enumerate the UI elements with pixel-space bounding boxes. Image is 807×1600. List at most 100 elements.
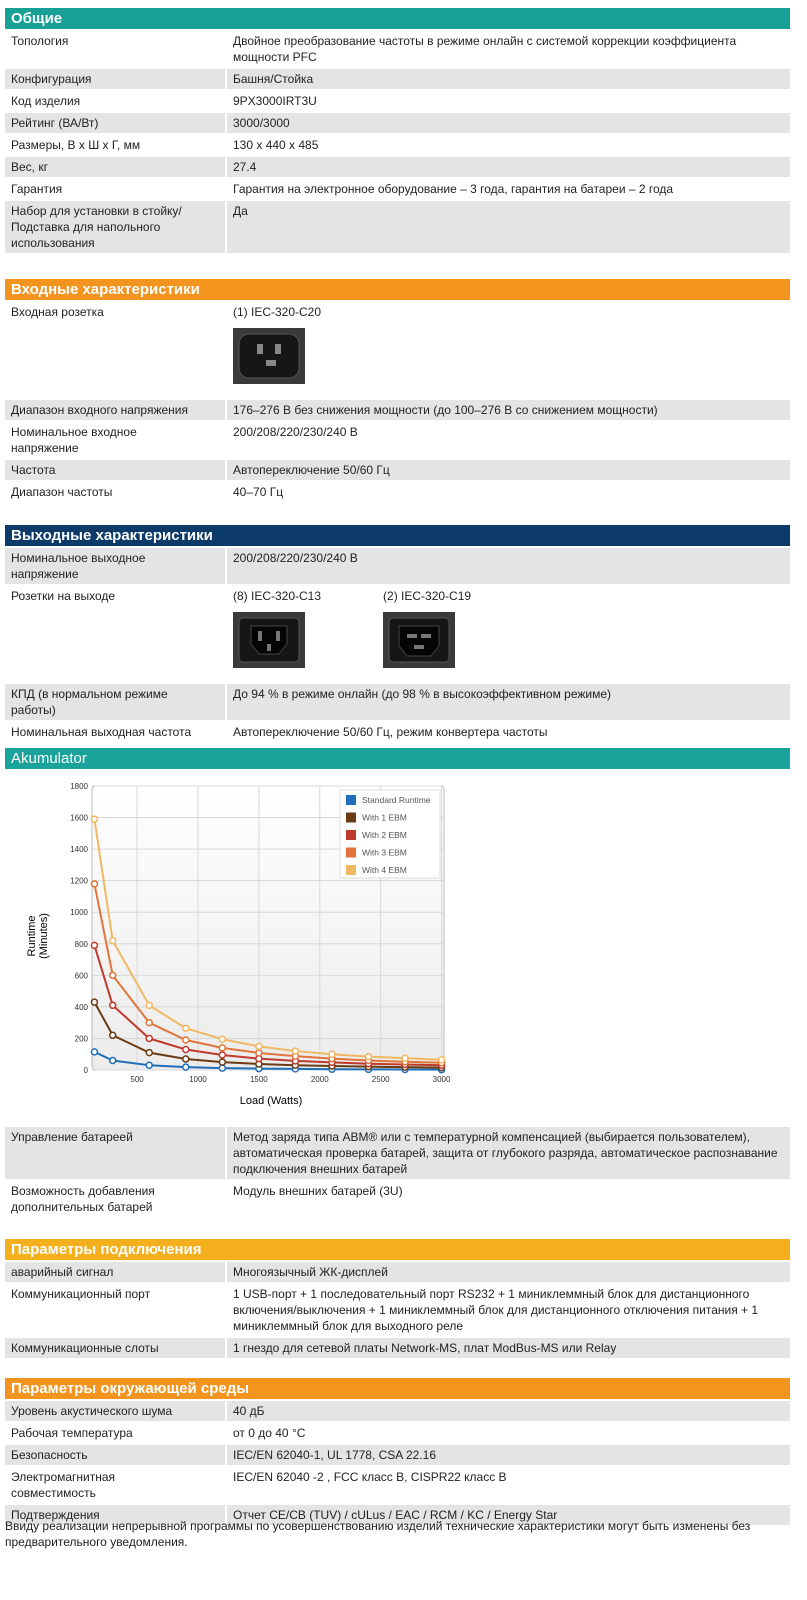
spec-label: Частота bbox=[5, 460, 225, 480]
y-tick-label: 800 bbox=[75, 940, 89, 949]
spec-value: 176–276 В без снижения мощности (до 100–… bbox=[227, 400, 790, 420]
legend-swatch bbox=[346, 847, 356, 858]
data-point bbox=[218, 1064, 227, 1072]
data-point bbox=[182, 1063, 190, 1071]
slot bbox=[421, 634, 432, 638]
y-axis-label: (Minutes) bbox=[38, 913, 50, 959]
data-point bbox=[218, 1058, 227, 1066]
spec-value: Башня/Стойка bbox=[227, 69, 790, 89]
slot bbox=[407, 634, 418, 638]
spec-row: Частота Автопереключение 50/60 Гц bbox=[5, 460, 790, 480]
pin bbox=[266, 360, 276, 366]
spec-value: Метод заряда типа ABM® или с температурн… bbox=[227, 1127, 790, 1179]
data-point bbox=[218, 1051, 227, 1059]
connector-image bbox=[233, 612, 305, 668]
x-tick-label: 1000 bbox=[189, 1075, 207, 1084]
spec-label: Коммуникационные слоты bbox=[5, 1338, 225, 1358]
data-point bbox=[108, 1031, 117, 1040]
connector-image bbox=[233, 328, 305, 384]
outlet-label: (2) IEC-320-C19 bbox=[383, 589, 472, 603]
spec-value: 40–70 Гц bbox=[233, 485, 284, 499]
data-point bbox=[108, 1056, 117, 1065]
spec-value: Отчет CE/CB (TUV) / cULus / EAC / RCM / … bbox=[227, 1505, 790, 1525]
section-title: Выходные характеристики bbox=[5, 525, 790, 546]
x-tick-label: 500 bbox=[130, 1075, 144, 1084]
spec-row: Номинальная выходная частота Автопереключ… bbox=[5, 722, 790, 742]
y-tick-label: 1000 bbox=[70, 908, 88, 917]
spec-label: Размеры, В x Ш x Г, мм bbox=[11, 138, 141, 152]
spec-label: Розетки на выходе bbox=[11, 589, 116, 603]
spec-label: Коммуникационный порт bbox=[11, 1287, 151, 1301]
spec-value: IEC/EN 62040-1, UL 1778, CSA 22.16 bbox=[227, 1445, 790, 1465]
spec-value: IEC/EN 62040 -2 , FCC класс B, CISPR22 к… bbox=[233, 1470, 507, 1484]
spec-row: Рейтинг (ВА/Вт) 3000/3000 bbox=[5, 113, 790, 133]
document: Общие Топология Двойное преобразование час… bbox=[5, 0, 790, 1525]
spec-label: Конфигурация bbox=[5, 69, 225, 89]
spec-label: Диапазон входного напряжения bbox=[5, 400, 225, 420]
x-tick-label: 2500 bbox=[372, 1075, 390, 1084]
data-point bbox=[90, 998, 99, 1006]
y-tick-label: 1800 bbox=[70, 782, 88, 791]
data-point bbox=[145, 1001, 153, 1010]
spec-value: 27.4 bbox=[227, 157, 790, 177]
spec-label: Номинальное выходное напряжение bbox=[5, 548, 225, 584]
spec-label: Гарантия bbox=[11, 182, 63, 196]
spec-value: 200/208/220/230/240 В bbox=[233, 425, 358, 439]
connector-image bbox=[383, 612, 456, 668]
spec-row: Уровень акустического шума 40 дБ bbox=[5, 1401, 790, 1421]
outlet: (8) IEC-320-C13 bbox=[233, 588, 321, 680]
spec-row: Код изделия 9PX3000IRT3U bbox=[5, 91, 790, 111]
y-tick-label: 0 bbox=[84, 1066, 89, 1075]
spec-row: Входная розетка (1) IEC-320-C20 bbox=[5, 302, 790, 398]
y-tick-label: 200 bbox=[75, 1034, 89, 1043]
spec-label: Код изделия bbox=[11, 94, 81, 108]
data-point bbox=[401, 1054, 409, 1062]
spec-value: 9PX3000IRT3U bbox=[233, 94, 317, 108]
section-title: Akumulator bbox=[5, 748, 790, 769]
y-axis-label: Runtime bbox=[26, 916, 38, 957]
spec-row: Номинальное выходное напряжение 200/208/2… bbox=[5, 548, 790, 584]
spec-row: Диапазон входного напряжения 176–276 В бе… bbox=[5, 400, 790, 420]
legend-swatch bbox=[346, 830, 356, 840]
y-tick-label: 1200 bbox=[70, 877, 88, 886]
y-tick-label: 1600 bbox=[70, 814, 88, 823]
spec-row: Управление батареей Метод заряда типа ABM… bbox=[5, 1127, 790, 1179]
outlet-list: (8) IEC-320-C13 (2) IEC-320-C19 bbox=[227, 586, 790, 682]
data-point bbox=[437, 1055, 446, 1064]
spec-label: Номинальное входное напряжение bbox=[11, 425, 137, 455]
spec-label: Номинальная выходная частота bbox=[11, 725, 192, 739]
pin bbox=[275, 344, 281, 354]
x-axis-label: Load (Watts) bbox=[240, 1095, 303, 1107]
slot bbox=[276, 631, 280, 641]
spec-value: 3000/3000 bbox=[227, 113, 790, 133]
x-tick-label: 2000 bbox=[311, 1075, 329, 1084]
spec-row: Розетки на выходе (8) IEC-320-C13 (2) IEC-… bbox=[5, 586, 790, 682]
data-point bbox=[255, 1049, 263, 1057]
section: Входные характеристики Входная розетка (1)… bbox=[5, 279, 790, 502]
data-point bbox=[182, 1045, 190, 1054]
outlet-label: (1) IEC-320-C20 bbox=[233, 305, 322, 319]
data-point bbox=[328, 1050, 336, 1058]
spec-row: Размеры, В x Ш x Г, мм 130 x 440 x 485 bbox=[5, 135, 790, 155]
spec-value: 1 гнездо для сетевой платы Network-MS, п… bbox=[227, 1338, 790, 1358]
spec-value: Гарантия на электронное оборудование – 3… bbox=[233, 182, 674, 196]
data-point bbox=[218, 1035, 227, 1043]
outlet-list: (1) IEC-320-C20 bbox=[227, 302, 790, 398]
data-point bbox=[291, 1047, 300, 1055]
y-tick-label: 600 bbox=[75, 971, 89, 980]
section: Общие Топология Двойное преобразование час… bbox=[5, 8, 790, 253]
y-tick-label: 400 bbox=[75, 1003, 89, 1012]
slot bbox=[414, 645, 425, 649]
spec-label: Электромагнитная совместимость bbox=[11, 1470, 116, 1500]
spec-label: Подтверждения bbox=[5, 1505, 225, 1525]
legend-swatch bbox=[346, 865, 356, 875]
outlet: (2) IEC-320-C19 bbox=[383, 588, 471, 680]
legend-swatch bbox=[346, 812, 356, 823]
spec-value: Модуль внешних батарей (3U) bbox=[233, 1184, 403, 1198]
spec-value: 1 USB-порт + 1 последовательный порт RS2… bbox=[233, 1287, 759, 1333]
legend-swatch bbox=[346, 795, 356, 805]
x-tick-label: 1500 bbox=[250, 1075, 268, 1084]
data-point bbox=[108, 1001, 117, 1010]
spec-value: Автопереключение 50/60 Гц, режим конверт… bbox=[233, 725, 548, 739]
